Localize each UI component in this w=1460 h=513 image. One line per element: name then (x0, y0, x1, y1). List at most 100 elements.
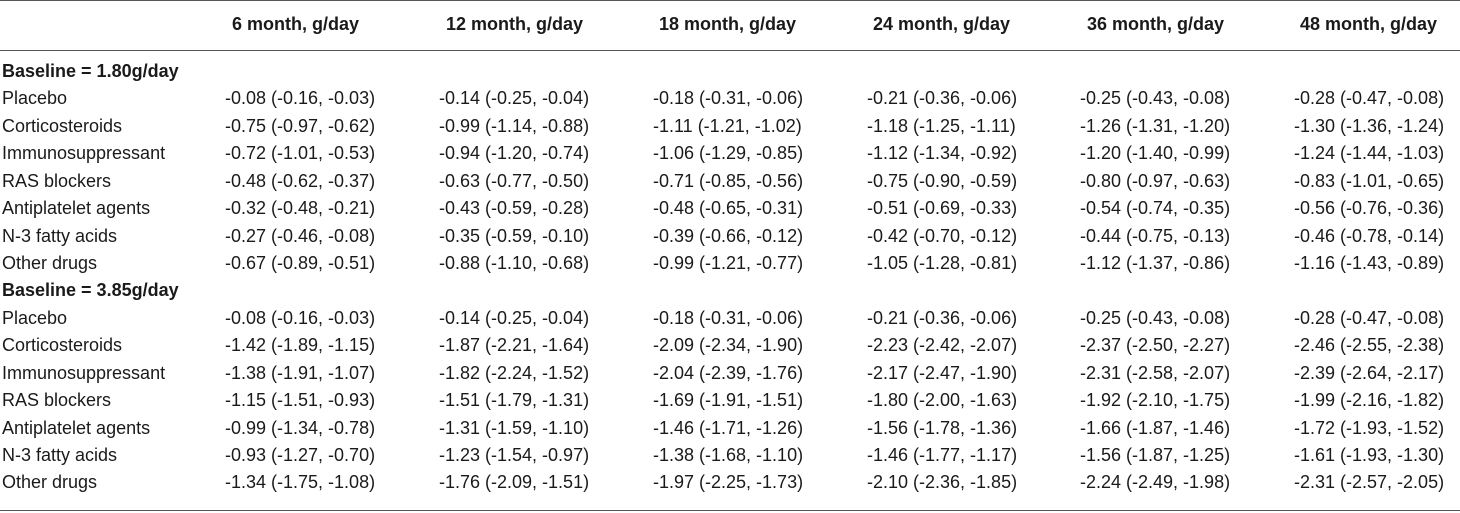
table-cell: -1.38 (-1.68, -1.10) (653, 445, 804, 466)
row-label: Other drugs (2, 253, 98, 273)
table-cell: -0.42 (-0.70, -0.12) (867, 225, 1018, 246)
table-cell: -1.72 (-1.93, -1.52) (1294, 417, 1445, 438)
table-cell: -1.20 (-1.40, -0.99) (1080, 143, 1231, 164)
col-header-36-month: 36 month, g/day (1087, 14, 1225, 34)
row-label: Other drugs (2, 472, 98, 493)
table-cell: -1.05 (-1.28, -0.81) (867, 253, 1018, 273)
table-cell: -1.31 (-1.59, -1.10) (439, 417, 590, 438)
table-cell: -1.61 (-1.93, -1.30) (1294, 445, 1445, 466)
table-cell: -0.44 (-0.75, -0.13) (1080, 225, 1231, 246)
table-cell: -1.87 (-2.21, -1.64) (439, 335, 590, 356)
table-cell: -0.18 (-0.31, -0.06) (653, 307, 804, 328)
table-cell: -0.99 (-1.14, -0.88) (439, 115, 590, 136)
table-cell: -1.69 (-1.91, -1.51) (653, 390, 804, 411)
col-header-18-month: 18 month, g/day (659, 14, 797, 34)
table-cell: -1.24 (-1.44, -1.03) (1294, 143, 1445, 164)
row-label: Immunosuppressant (2, 143, 166, 164)
row-label: RAS blockers (2, 390, 112, 411)
table-row: Immunosuppressant -1.38 (-1.91, -1.07) -1.… (0, 363, 1460, 390)
table-cell: -2.46 (-2.55, -2.38) (1294, 335, 1445, 356)
table-cell: -0.99 (-1.34, -0.78) (225, 417, 376, 438)
table-cell: -1.12 (-1.34, -0.92) (867, 143, 1018, 164)
table-row: Placebo -0.08 (-0.16, -0.03) -0.14 (-0.25,… (0, 308, 1460, 335)
table-row: Corticosteroids -0.75 (-0.97, -0.62) -0.99… (0, 116, 1460, 143)
row-label: Immunosuppressant (2, 362, 166, 383)
table-row: N-3 fatty acids -0.27 (-0.46, -0.08) -0.35… (0, 226, 1460, 253)
table-cell: -1.12 (-1.37, -0.86) (1080, 253, 1231, 273)
table-cell: -2.10 (-2.36, -1.85) (867, 472, 1018, 493)
section-title: Baseline = 3.85g/day (2, 280, 179, 301)
table-cell: -1.99 (-2.16, -1.82) (1294, 390, 1445, 411)
table-cell: -0.56 (-0.76, -0.36) (1294, 198, 1445, 219)
table-cell: -0.75 (-0.90, -0.59) (867, 170, 1018, 191)
table-row: Immunosuppressant -0.72 (-1.01, -0.53) -0.… (0, 143, 1460, 170)
table-cell: -0.71 (-0.85, -0.56) (653, 170, 804, 191)
table-cell: -1.26 (-1.31, -1.20) (1080, 115, 1231, 136)
table-cell: -0.21 (-0.36, -0.06) (867, 88, 1018, 109)
row-label: RAS blockers (2, 170, 112, 191)
table-cell: -1.76 (-2.09, -1.51) (439, 472, 590, 493)
row-label: Placebo (2, 88, 68, 109)
table-row: Corticosteroids -1.42 (-1.89, -1.15) -1.87… (0, 335, 1460, 362)
table-cell: -1.16 (-1.43, -0.89) (1294, 253, 1445, 273)
row-label: N-3 fatty acids (2, 445, 118, 466)
table-cell: -2.23 (-2.42, -2.07) (867, 335, 1018, 356)
table-row: Antiplatelet agents -0.99 (-1.34, -0.78) -… (0, 418, 1460, 445)
table-cell: -1.97 (-2.25, -1.73) (653, 472, 804, 493)
table-top-rule (0, 0, 1460, 1)
col-header-48-month: 48 month, g/day (1300, 14, 1438, 34)
table-cell: -0.39 (-0.66, -0.12) (653, 225, 804, 246)
table-cell: -1.66 (-1.87, -1.46) (1080, 417, 1231, 438)
table-cell: -2.24 (-2.49, -1.98) (1080, 472, 1231, 493)
table-cell: -1.56 (-1.78, -1.36) (867, 417, 1018, 438)
table-cell: -1.42 (-1.89, -1.15) (225, 335, 376, 356)
table-cell: -1.38 (-1.91, -1.07) (225, 362, 376, 383)
table-cell: -1.06 (-1.29, -0.85) (653, 143, 804, 164)
col-header-6-month: 6 month, g/day (232, 14, 360, 34)
table-cell: -2.09 (-2.34, -1.90) (653, 335, 804, 356)
table-cell: -0.28 (-0.47, -0.08) (1294, 307, 1445, 328)
table-cell: -0.67 (-0.89, -0.51) (225, 253, 376, 273)
table-row: Antiplatelet agents -0.32 (-0.48, -0.21) -… (0, 198, 1460, 225)
col-header-24-month: 24 month, g/day (873, 14, 1011, 34)
section-heading-row: Baseline = 1.80g/day (0, 61, 1460, 88)
table-cell: -0.99 (-1.21, -0.77) (653, 253, 804, 273)
table-cell: -1.34 (-1.75, -1.08) (225, 472, 376, 493)
table-cell: -1.23 (-1.54, -0.97) (439, 445, 590, 466)
table-cell: -1.51 (-1.79, -1.31) (439, 390, 590, 411)
table-cell: -1.15 (-1.51, -0.93) (225, 390, 376, 411)
table-cell: -0.94 (-1.20, -0.74) (439, 143, 590, 164)
table-cell: -0.88 (-1.10, -0.68) (439, 253, 590, 273)
table-cell: -0.75 (-0.97, -0.62) (225, 115, 376, 136)
row-label: Antiplatelet agents (2, 417, 151, 438)
table-cell: -1.46 (-1.71, -1.26) (653, 417, 804, 438)
table-bottom-rule (0, 510, 1460, 511)
table-cell: -0.08 (-0.16, -0.03) (225, 307, 376, 328)
table-row: Other drugs -0.67 (-0.89, -0.51) -0.88 (-1… (0, 253, 1460, 280)
table-cell: -1.92 (-2.10, -1.75) (1080, 390, 1231, 411)
table-cell: -0.35 (-0.59, -0.10) (439, 225, 590, 246)
table-cell: -0.21 (-0.36, -0.06) (867, 307, 1018, 328)
row-label: Corticosteroids (2, 115, 123, 136)
row-label: Antiplatelet agents (2, 198, 151, 219)
table-cell: -0.28 (-0.47, -0.08) (1294, 88, 1445, 109)
table-cell: -0.14 (-0.25, -0.04) (439, 307, 590, 328)
table-cell: -2.17 (-2.47, -1.90) (867, 362, 1018, 383)
col-header-12-month: 12 month, g/day (446, 14, 584, 34)
table-cell: -0.54 (-0.74, -0.35) (1080, 198, 1231, 219)
section-title: Baseline = 1.80g/day (2, 61, 179, 81)
row-label: Corticosteroids (2, 335, 123, 356)
table-cell: -0.83 (-1.01, -0.65) (1294, 170, 1445, 191)
table-row: RAS blockers -0.48 (-0.62, -0.37) -0.63 (-… (0, 171, 1460, 198)
table-cell: -2.04 (-2.39, -1.76) (653, 362, 804, 383)
table-cell: -0.46 (-0.78, -0.14) (1294, 225, 1445, 246)
table-cell: -0.80 (-0.97, -0.63) (1080, 170, 1231, 191)
table-cell: -1.46 (-1.77, -1.17) (867, 445, 1018, 466)
row-label: N-3 fatty acids (2, 225, 118, 246)
header-divider-rule (0, 50, 1460, 51)
table-cell: -0.48 (-0.65, -0.31) (653, 198, 804, 219)
table-row: Other drugs -1.34 (-1.75, -1.08) -1.76 (-2… (0, 472, 1460, 499)
table-cell: -0.14 (-0.25, -0.04) (439, 88, 590, 109)
table-cell: -0.51 (-0.69, -0.33) (867, 198, 1018, 219)
